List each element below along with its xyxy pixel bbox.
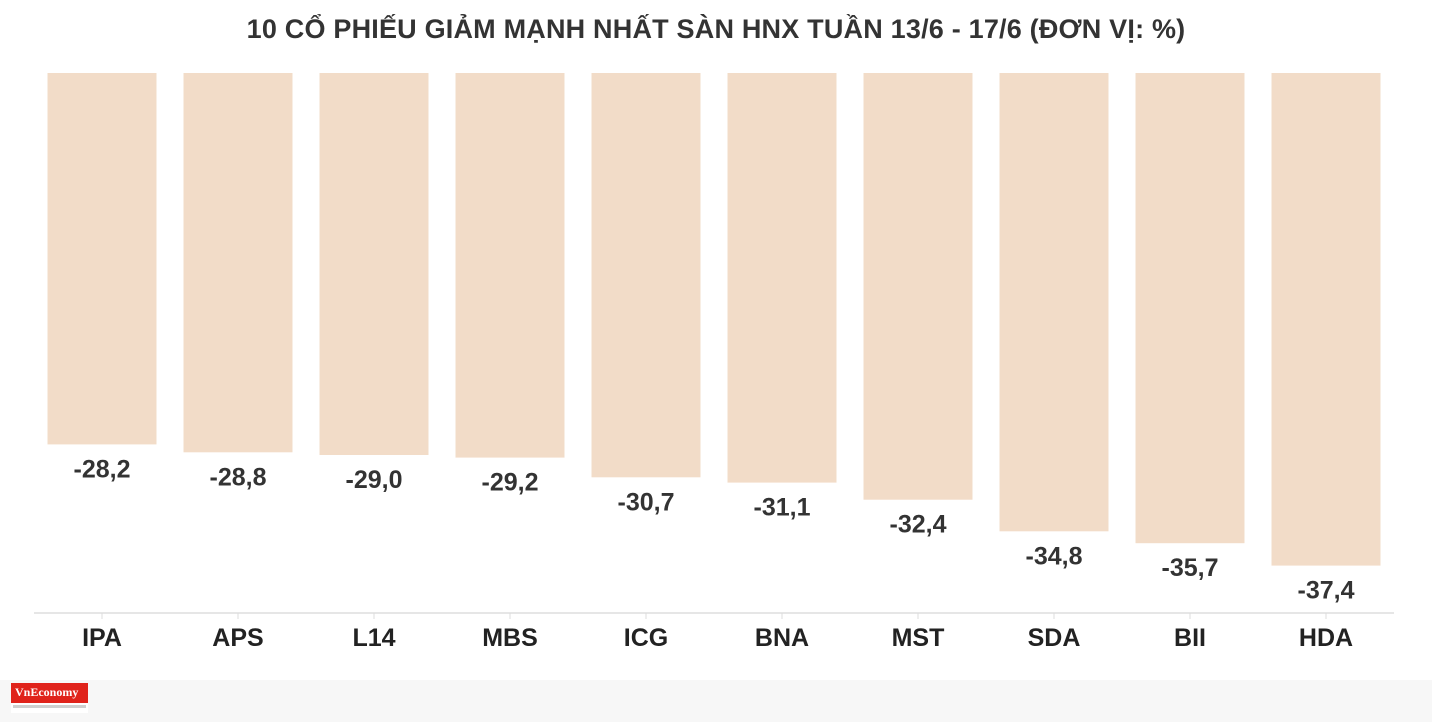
logo-red-block: VnEconomy xyxy=(11,683,88,703)
bar-hda xyxy=(1271,73,1381,566)
value-label-ipa: -28,2 xyxy=(74,455,131,483)
value-label-aps: -28,8 xyxy=(210,463,267,491)
chart-title: 10 CỔ PHIẾU GIẢM MẠNH NHẤT SÀN HNX TUẦN … xyxy=(246,14,1186,44)
x-tick-label-l14: L14 xyxy=(352,624,395,652)
value-label-bna: -31,1 xyxy=(754,494,811,522)
vneconomy-logo: VnEconomy xyxy=(11,683,88,713)
value-label-icg: -30,7 xyxy=(618,488,675,516)
value-label-sda: -34,8 xyxy=(1026,542,1083,570)
bar-l14 xyxy=(319,73,429,455)
bar-bna xyxy=(727,73,837,483)
x-tick-label-bna: BNA xyxy=(755,624,809,652)
tick-labels-group: IPA APS L14 MBS ICG BNA MST SDA BII HDA xyxy=(82,624,1353,652)
bar-sda xyxy=(999,73,1109,532)
x-tick-label-aps: APS xyxy=(212,624,263,652)
x-tick-label-bii: BII xyxy=(1174,624,1206,652)
bar-bii xyxy=(1135,73,1245,544)
value-label-bii: -35,7 xyxy=(1162,554,1219,582)
ticks-group xyxy=(101,613,1327,619)
logo-text: VnEconomy xyxy=(15,685,79,699)
bar-aps xyxy=(183,73,293,453)
x-tick-label-mbs: MBS xyxy=(482,624,538,652)
bar-ipa xyxy=(47,73,157,445)
bars-group xyxy=(47,73,1381,566)
bar-mbs xyxy=(455,73,565,458)
footer-strip xyxy=(0,680,1432,722)
x-tick-label-hda: HDA xyxy=(1299,624,1353,652)
value-label-mbs: -29,2 xyxy=(482,469,539,497)
value-label-hda: -37,4 xyxy=(1298,577,1355,605)
value-label-l14: -29,0 xyxy=(346,466,403,494)
x-tick-label-ipa: IPA xyxy=(82,624,122,652)
bar-mst xyxy=(863,73,973,500)
x-tick-label-sda: SDA xyxy=(1028,624,1081,652)
value-labels-group: -28,2 -28,8 -29,0 -29,2 -30,7 -31,1 -32,4 -34,8… xyxy=(74,455,1355,604)
value-label-mst: -32,4 xyxy=(890,511,947,539)
logo-subline xyxy=(13,705,86,708)
x-tick-label-icg: ICG xyxy=(624,624,668,652)
x-tick-label-mst: MST xyxy=(892,624,945,652)
bar-icg xyxy=(591,73,701,478)
